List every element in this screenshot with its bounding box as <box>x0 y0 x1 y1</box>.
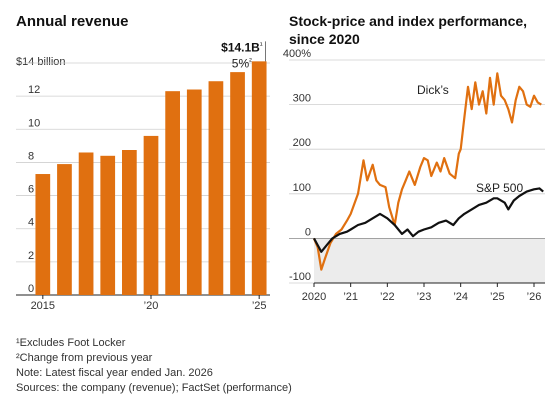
revenue-x-tick-label: 2015 <box>31 300 55 312</box>
revenue-unit-label: $14 billion <box>16 56 66 68</box>
performance-series <box>312 72 544 271</box>
revenue-bar <box>251 61 267 295</box>
performance-y-tick-label: 0 <box>305 226 311 238</box>
performance-y-tick-label: 300 <box>293 93 311 105</box>
revenue-y-tick-label: 12 <box>28 84 40 96</box>
revenue-y-tick-label: 4 <box>28 217 34 229</box>
performance-x-tick-label: ’22 <box>380 291 395 303</box>
performance-title-line-2: since 2020 <box>289 31 360 47</box>
revenue-y-tick-label: 8 <box>28 150 34 162</box>
revenue-bars <box>35 61 267 296</box>
series-label-dicks: Dick’s <box>417 83 449 97</box>
revenue-x-tick-label: ’20 <box>144 300 159 312</box>
series-line-dicks <box>312 72 542 271</box>
revenue-y-tick-label: 0 <box>28 283 34 295</box>
performance-gridlines <box>289 59 545 284</box>
series-line-sp500 <box>313 187 544 253</box>
performance-title-line-1: Stock-price and index performance, <box>289 13 527 29</box>
revenue-bar <box>57 164 72 295</box>
revenue-y-tick-label: 10 <box>28 117 40 129</box>
revenue-bar <box>78 152 94 295</box>
performance-y-ticks: -100 0 100 200 300 400% <box>283 48 311 283</box>
footnote-2: ²Change from previous year <box>16 352 153 364</box>
revenue-bar-chart: Annual revenue $14 billion 0 2 4 6 8 10 12 201… <box>16 13 270 312</box>
performance-line-chart: Stock-price and index performance, since… <box>283 13 545 303</box>
negative-region-shade <box>314 238 545 283</box>
revenue-value-label: $14.1B¹ <box>221 40 263 54</box>
revenue-change-label: 5%² <box>232 56 252 70</box>
revenue-bar <box>230 72 245 295</box>
performance-y-tick-label: 400% <box>283 48 311 60</box>
revenue-y-tick-label: 2 <box>28 250 34 262</box>
revenue-y-ticks: 0 2 4 6 8 10 12 <box>28 84 40 295</box>
performance-x-tick-label: ’25 <box>490 291 505 303</box>
revenue-bar <box>122 150 137 295</box>
performance-x-tick-label: ’23 <box>417 291 432 303</box>
footnote-1: ¹Excludes Foot Locker <box>16 337 126 349</box>
performance-x-tick-label: ’24 <box>453 291 468 303</box>
revenue-bar <box>100 155 116 295</box>
revenue-bar <box>143 135 159 295</box>
performance-x-tick-label: ’21 <box>343 291 358 303</box>
revenue-bar <box>35 174 51 295</box>
performance-x-tick-label: 2020 <box>302 291 326 303</box>
note-fiscal-year: Note: Latest fiscal year ended Jan. 2026 <box>16 367 213 379</box>
revenue-annotation: $14.1B¹ 5%² <box>221 40 266 70</box>
performance-y-tick-label: 100 <box>293 182 311 194</box>
performance-y-tick-label: 200 <box>293 137 311 149</box>
performance-y-tick-label: -100 <box>289 271 311 283</box>
revenue-chart-title: Annual revenue <box>16 13 129 30</box>
revenue-x-tick-label: ’25 <box>252 300 267 312</box>
revenue-bar <box>165 91 180 296</box>
series-label-sp500: S&P 500 <box>476 181 523 195</box>
sources: Sources: the company (revenue); FactSet … <box>16 382 292 394</box>
performance-x-tick-label: ’26 <box>527 291 542 303</box>
revenue-x-ticks: 2015 ’20 ’25 <box>31 295 267 312</box>
revenue-bar <box>186 89 202 295</box>
revenue-y-tick-label: 6 <box>28 184 34 196</box>
performance-x-ticks: 2020 ’21 ’22 ’23 ’24 ’25 ’26 <box>302 283 542 303</box>
revenue-bar <box>208 81 224 295</box>
